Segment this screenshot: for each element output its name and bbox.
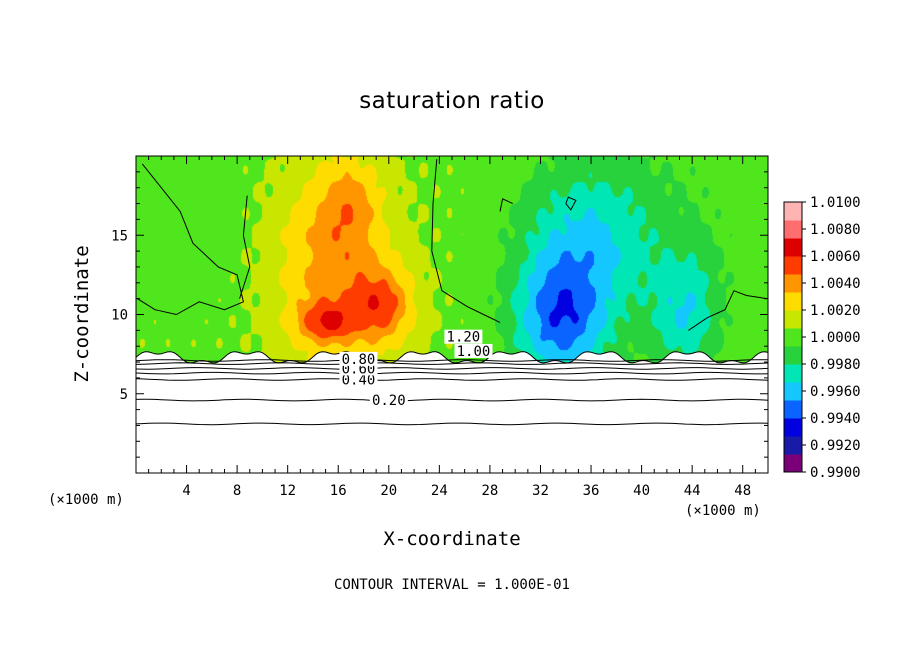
contour-line [499,198,513,212]
contour-label-bg [444,329,483,344]
x-tick-label: 44 [684,483,701,499]
saturation-field [136,156,768,473]
colorbar-tick-label: 1.0060 [810,249,861,265]
contour-label: 0.40 [342,372,376,388]
colorbar-tick-label: 1.0000 [810,330,861,346]
chart-title: saturation ratio [359,88,545,114]
y-tick-label: 10 [111,308,128,324]
contour-label: 1.20 [447,330,481,346]
contour-line [135,378,769,381]
colorbar-tick-label: 0.9940 [810,411,861,427]
contour-label: 1.00 [457,344,491,360]
colorbar-tick-label: 1.0080 [810,222,861,238]
colorbar-segment [784,274,802,293]
y-tick-label: 5 [120,387,128,403]
contour-label-bg [369,393,408,408]
contour-label-bg [339,372,378,387]
contour-line [688,290,767,331]
colorbar-tick-label: 0.9980 [810,357,861,373]
x-tick-label: 16 [330,483,347,499]
contour-line [431,159,501,323]
colorbar-segment [784,436,802,455]
x-scale-label-left: (×1000 m) [48,492,124,508]
colorbar-tick-label: 1.0040 [810,276,861,292]
contour-line [137,163,244,316]
contour-interval-note: CONTOUR INTERVAL = 1.000E-01 [333,577,570,593]
contour-label: 0.20 [372,393,406,409]
colorbar-tick-label: 1.0100 [810,195,861,211]
x-tick-label: 48 [734,483,751,499]
colorbar-segment [784,220,802,239]
x-tick-label: 32 [532,483,549,499]
x-tick-label: 20 [380,483,397,499]
colorbar-segment [784,418,802,437]
colorbar-segment [784,346,802,365]
colorbar-segment [784,202,802,221]
colorbar-tick-label: 0.9900 [810,465,861,481]
x-axis-label: X-coordinate [383,528,521,550]
colorbar-tick-label: 1.0020 [810,303,861,319]
contour-line [239,195,251,299]
contour-line [135,422,769,426]
y-tick-label: 15 [111,228,128,244]
contour-line [135,398,769,402]
y-axis-label: Z-coordinate [71,245,93,383]
x-scale-label-right: (×1000 m) [685,503,761,519]
contour-label-bg [339,351,378,366]
colorbar-segment [784,364,802,383]
contour-line [135,362,769,365]
x-tick-label: 24 [431,483,448,499]
contour-line [135,371,769,375]
contour-line [565,196,577,211]
colorbar-segment [784,256,802,275]
contour-label-bg [454,343,493,358]
contour-label: 0.80 [342,352,376,368]
colorbar-segment [784,328,802,347]
x-tick-label: 4 [182,483,190,499]
colorbar-tick-label: 0.9920 [810,438,861,454]
x-tick-label: 8 [233,483,241,499]
contour-line-1.00 [135,351,769,364]
contour-line [135,367,769,370]
colorbar-segment [784,400,802,419]
colorbar-tick-label: 0.9960 [810,384,861,400]
x-tick-label: 28 [481,483,498,499]
x-tick-label: 12 [279,483,296,499]
colorbar-segment [784,454,802,473]
colorbar-segment [784,238,802,257]
colorbar-segment [784,382,802,401]
colorbar-segment [784,292,802,311]
x-tick-label: 40 [633,483,650,499]
colorbar-segment [784,310,802,329]
x-tick-label: 36 [583,483,600,499]
